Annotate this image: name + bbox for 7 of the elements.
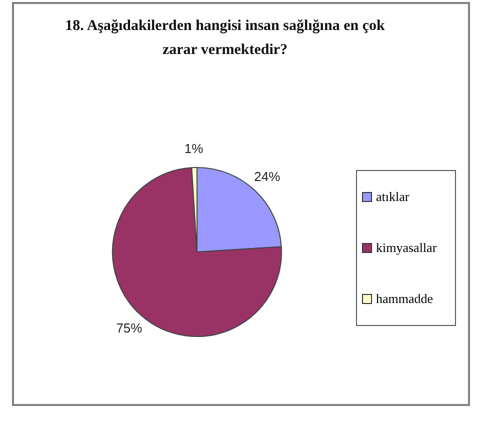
data-label: 24%: [254, 168, 281, 184]
data-label: 75%: [116, 320, 143, 336]
data-label: 1%: [184, 141, 204, 156]
legend-label: hammadde: [376, 291, 434, 308]
legend-label: atıklar: [376, 188, 410, 205]
legend-label: kimyasallar: [376, 240, 437, 256]
chart-title: 18. Aşağıdakilerden hangisi insan sağlığına en çok zarar vermektedir?: [64, 17, 386, 60]
